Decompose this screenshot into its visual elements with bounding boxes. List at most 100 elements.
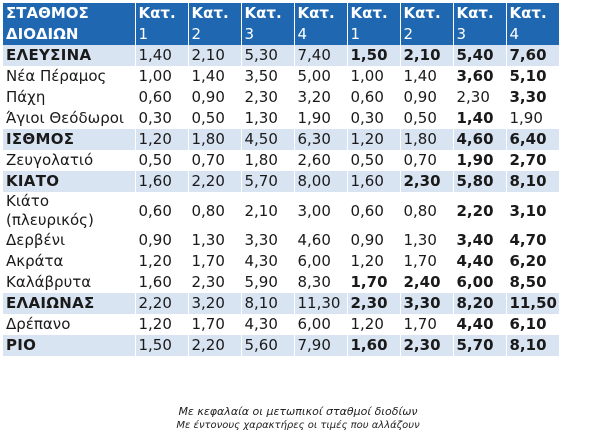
- price-cell: 1,80: [188, 129, 242, 150]
- price-cell: 2,20: [453, 192, 507, 230]
- station-name: Νέα Πέραμος: [6, 67, 107, 85]
- price-cell: 6,10: [506, 314, 560, 335]
- price-cell: 2,10: [188, 45, 242, 66]
- category-number: 2: [403, 25, 414, 43]
- category-word: Κατ.: [456, 4, 494, 22]
- price-cell: 6,00: [453, 272, 507, 293]
- station-name: ΙΣΘΜΟΣ: [6, 130, 75, 148]
- price-cell: 1,50: [135, 335, 189, 356]
- price-cell: 8,10: [506, 335, 560, 356]
- price-cell: 2,70: [506, 150, 560, 171]
- category-word: Κατ.: [244, 4, 282, 22]
- price-cell: 2,30: [347, 293, 401, 314]
- price-cell: 0,90: [188, 87, 242, 108]
- station-name-cell: Δερβένι: [3, 230, 136, 251]
- table-row: ΙΣΘΜΟΣ 1,20 1,80 4,50 6,30 1,20 1,80 4,60 6,40: [3, 129, 560, 150]
- station-name: Πάχη: [6, 88, 46, 106]
- price-cell: 3,20: [188, 293, 242, 314]
- price-cell: 3,30: [400, 293, 454, 314]
- price-cell: 0,70: [188, 150, 242, 171]
- price-cell: 0,90: [135, 230, 189, 251]
- category-header-8: Κατ. 4: [506, 3, 560, 45]
- price-cell: 2,20: [188, 171, 242, 192]
- table-body: ΕΛΕΥΣΙΝΑ 1,40 2,10 5,30 7,40 1,50 2,10 5,40 7,60…: [3, 45, 560, 356]
- station-name: ΚΙΑΤΟ: [6, 172, 60, 190]
- station-name: Δερβένι: [6, 231, 66, 249]
- price-cell: 1,00: [135, 66, 189, 87]
- price-cell: 0,70: [400, 150, 454, 171]
- category-header-4: Κατ. 4: [294, 3, 348, 45]
- station-name: Κιάτο: [6, 192, 50, 210]
- price-cell: 6,30: [294, 129, 348, 150]
- station-column-header: ΣΤΑΘΜΟΣ ΔΙΟΔΙΩΝ: [3, 3, 136, 45]
- station-header-line1: ΣΤΑΘΜΟΣ: [6, 4, 89, 22]
- station-name-cell: ΡΙΟ: [3, 335, 136, 356]
- station-name-cell: Κιάτο (πλευρικός): [3, 192, 136, 230]
- category-word: Κατ.: [297, 4, 335, 22]
- footnote-bold: Με έντονους χαρακτήρες οι τιμές που αλλά…: [176, 420, 420, 431]
- station-name: ΡΙΟ: [6, 336, 37, 354]
- price-cell: 1,40: [400, 66, 454, 87]
- price-cell: 8,00: [294, 171, 348, 192]
- price-cell: 4,30: [241, 314, 295, 335]
- table-row: Δρέπανο 1,20 1,70 4,30 6,00 1,20 1,70 4,40 6,10: [3, 314, 560, 335]
- station-name-cell: Ζευγολατιό: [3, 150, 136, 171]
- category-word: Κατ.: [509, 4, 547, 22]
- station-name: Ακράτα: [6, 252, 64, 270]
- category-header-5: Κατ. 1: [347, 3, 401, 45]
- price-cell: 1,50: [347, 45, 401, 66]
- price-cell: 1,20: [135, 129, 189, 150]
- price-cell: 0,80: [188, 192, 242, 230]
- toll-price-table: ΣΤΑΘΜΟΣ ΔΙΟΔΙΩΝ Κατ. 1 Κατ. 2 Κατ. 3 Κατ. 4 Κατ.…: [3, 3, 560, 356]
- price-cell: 5,40: [453, 45, 507, 66]
- category-word: Κατ.: [138, 4, 176, 22]
- price-cell: 0,50: [135, 150, 189, 171]
- price-cell: 1,20: [135, 251, 189, 272]
- price-cell: 0,60: [347, 87, 401, 108]
- category-word: Κατ.: [403, 4, 441, 22]
- price-cell: 1,40: [453, 108, 507, 129]
- price-cell: 1,20: [347, 251, 401, 272]
- table-row: ΚΙΑΤΟ 1,60 2,20 5,70 8,00 1,60 2,30 5,80 8,10: [3, 171, 560, 192]
- price-cell: 5,60: [241, 335, 295, 356]
- station-name: Άγιοι Θεόδωροι: [6, 109, 124, 127]
- price-cell: 6,40: [506, 129, 560, 150]
- price-cell: 1,00: [347, 66, 401, 87]
- category-number: 4: [297, 25, 308, 43]
- station-name: Δρέπανο: [6, 315, 71, 333]
- category-number: 1: [138, 25, 149, 43]
- price-cell: 5,30: [241, 45, 295, 66]
- price-cell: 0,50: [347, 150, 401, 171]
- price-cell: 4,40: [453, 314, 507, 335]
- category-number: 4: [509, 25, 520, 43]
- station-name: ΕΛΑΙΩΝΑΣ: [6, 294, 95, 312]
- price-cell: 5,90: [241, 272, 295, 293]
- price-cell: 3,10: [506, 192, 560, 230]
- price-cell: 3,00: [294, 192, 348, 230]
- price-cell: 3,60: [453, 66, 507, 87]
- price-cell: 5,10: [506, 66, 560, 87]
- price-cell: 3,30: [241, 230, 295, 251]
- station-name: Καλάβρυτα: [6, 273, 92, 291]
- price-cell: 1,60: [135, 171, 189, 192]
- station-name-cell: Ακράτα: [3, 251, 136, 272]
- price-cell: 2,60: [294, 150, 348, 171]
- price-cell: 4,40: [453, 251, 507, 272]
- category-number: 2: [191, 25, 202, 43]
- price-cell: 4,70: [506, 230, 560, 251]
- table-row: Καλάβρυτα 1,60 2,30 5,90 8,30 1,70 2,40 6,00 8,5…: [3, 272, 560, 293]
- category-header-3: Κατ. 3: [241, 3, 295, 45]
- price-cell: 3,20: [294, 87, 348, 108]
- price-cell: 8,10: [241, 293, 295, 314]
- price-cell: 1,70: [400, 314, 454, 335]
- price-cell: 5,80: [453, 171, 507, 192]
- category-word: Κατ.: [350, 4, 388, 22]
- price-cell: 1,60: [347, 335, 401, 356]
- station-name: Ζευγολατιό: [6, 151, 94, 169]
- price-cell: 8,10: [506, 171, 560, 192]
- price-cell: 4,30: [241, 251, 295, 272]
- price-cell: 1,20: [347, 314, 401, 335]
- price-cell: 1,30: [400, 230, 454, 251]
- price-cell: 8,50: [506, 272, 560, 293]
- category-header-6: Κατ. 2: [400, 3, 454, 45]
